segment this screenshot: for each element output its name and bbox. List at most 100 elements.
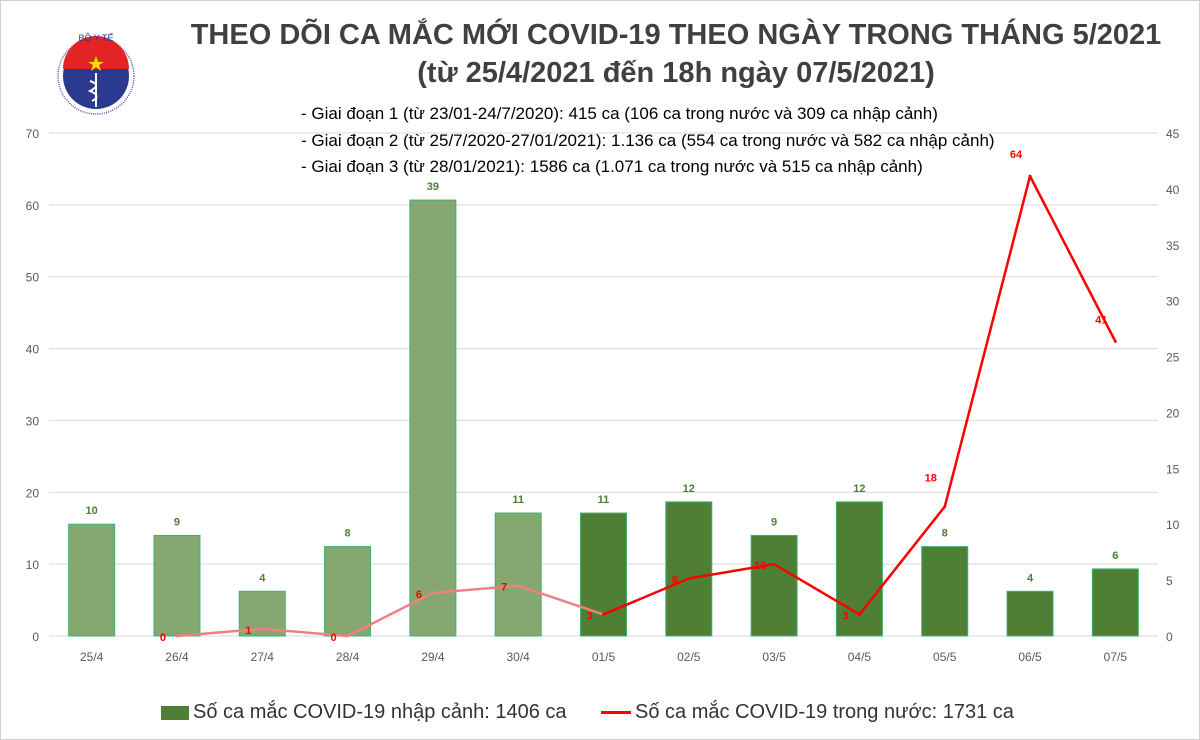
- line-point: [1028, 174, 1032, 178]
- line-data-label: 7: [501, 582, 507, 594]
- legend-bar-label: Số ca mắc COVID-19 nhập cảnh: 1406 ca: [193, 701, 567, 723]
- line-segment: [603, 577, 690, 616]
- right-axis-tick: 0: [1166, 630, 1173, 644]
- line-data-label: 41: [1095, 314, 1107, 326]
- bar-data-label: 4: [1027, 572, 1034, 584]
- line-data-label: 1: [245, 625, 251, 637]
- right-axis-tick: 45: [1166, 127, 1180, 141]
- line-segment: [688, 562, 775, 580]
- left-axis-tick: 70: [26, 127, 40, 141]
- x-axis-tick: 30/4: [507, 650, 531, 664]
- line-data-label: 64: [1010, 149, 1023, 161]
- x-axis-tick: 07/5: [1104, 650, 1128, 664]
- note-phase-3: - Giai đoạn 3 (từ 28/01/2021): 1586 ca (…: [301, 157, 923, 176]
- left-axis-tick: 30: [26, 414, 40, 428]
- bar: [324, 546, 372, 637]
- bar-data-label: 8: [345, 528, 351, 540]
- legend-line: Số ca mắc COVID-19 trong nước: 1731 ca: [601, 701, 1014, 724]
- bar-data-label: 8: [942, 528, 948, 540]
- right-axis-tick: 15: [1166, 462, 1180, 476]
- line-point: [1113, 339, 1117, 343]
- line-data-label: 3: [842, 610, 848, 622]
- line-point: [516, 584, 520, 588]
- bar-data-label: 12: [853, 483, 865, 495]
- note-phase-2: - Giai đoạn 2 (từ 25/7/2020-27/01/2021):…: [301, 131, 995, 150]
- bar-data-label: 12: [683, 483, 695, 495]
- line-point: [943, 505, 947, 509]
- right-axis-tick: 30: [1166, 295, 1180, 309]
- bar-data-label: 39: [427, 181, 439, 193]
- left-axis-tick: 40: [26, 343, 40, 357]
- line-data-label: 8: [672, 575, 678, 587]
- right-axis-tick: 35: [1166, 239, 1180, 253]
- line-segment: [432, 584, 519, 595]
- legend-bar: Số ca mắc COVID-19 nhập cảnh: 1406 ca: [161, 701, 567, 724]
- bar-data-label: 9: [771, 516, 777, 528]
- line-segment: [858, 505, 946, 616]
- line-data-label: 18: [925, 473, 937, 485]
- bar-data-label: 9: [174, 516, 180, 528]
- x-axis-tick: 25/4: [80, 650, 104, 664]
- left-axis-tick: 50: [26, 271, 40, 285]
- bar: [750, 534, 798, 637]
- right-axis-tick: 10: [1166, 518, 1180, 532]
- line-segment: [176, 627, 263, 638]
- left-axis-tick: 20: [26, 486, 40, 500]
- line-segment: [943, 175, 1032, 507]
- x-axis-tick: 01/5: [592, 650, 616, 664]
- line-point: [602, 612, 605, 616]
- line-segment: [347, 591, 434, 638]
- bar-data-label: 6: [1112, 550, 1118, 562]
- bar-data-label: 10: [86, 505, 98, 517]
- x-axis-tick: 27/4: [251, 650, 275, 664]
- x-axis-tick: 04/5: [848, 650, 872, 664]
- line-segment: [262, 627, 348, 638]
- line-point: [346, 634, 350, 638]
- legend-line-label: Số ca mắc COVID-19 trong nước: 1731 ca: [635, 701, 1014, 723]
- bar-data-label: 11: [512, 494, 524, 506]
- bar: [1006, 590, 1054, 637]
- legend-bar-swatch: [161, 705, 189, 720]
- line-point: [687, 577, 691, 581]
- line-point: [857, 612, 861, 616]
- bar-data-label: 11: [598, 494, 610, 506]
- bar: [68, 523, 116, 637]
- right-axis-tick: 25: [1166, 351, 1180, 365]
- line-point: [772, 562, 776, 566]
- line-segment: [517, 584, 604, 616]
- bar-data-label: 4: [259, 572, 266, 584]
- left-axis-tick: 60: [26, 199, 40, 213]
- line-data-label: 0: [160, 632, 166, 644]
- bar: [494, 512, 542, 637]
- right-axis-tick: 20: [1166, 406, 1180, 420]
- right-axis-tick: 5: [1166, 574, 1173, 588]
- bar: [409, 199, 457, 637]
- line-segment: [1028, 175, 1117, 342]
- bar: [665, 501, 713, 637]
- line-data-label: 6: [416, 589, 422, 601]
- chart-subtitle: (từ 25/4/2021 đến 18h ngày 07/5/2021): [417, 57, 935, 89]
- ministry-of-health-logo: BỘ Y TẾ: [46, 21, 146, 126]
- x-axis-tick: 29/4: [421, 650, 445, 664]
- bar: [921, 546, 969, 637]
- x-axis-tick: 05/5: [933, 650, 957, 664]
- right-axis-tick: 40: [1166, 183, 1180, 197]
- line-point: [175, 634, 179, 638]
- x-axis-tick: 28/4: [336, 650, 360, 664]
- line-data-label: 10: [754, 560, 766, 572]
- x-axis-tick: 06/5: [1018, 650, 1042, 664]
- line-point: [260, 627, 264, 631]
- left-axis-tick: 0: [32, 630, 39, 644]
- line-data-label: 3: [586, 610, 592, 622]
- line-point: [431, 591, 435, 595]
- legend-line-swatch: [601, 711, 631, 714]
- x-axis-tick: 02/5: [677, 650, 701, 664]
- chart-title: THEO DÕI CA MẮC MỚI COVID-19 THEO NGÀY T…: [190, 19, 1162, 51]
- left-axis-tick: 10: [26, 558, 40, 572]
- x-axis-tick: 03/5: [762, 650, 786, 664]
- line-segment: [773, 563, 861, 616]
- bar: [1091, 568, 1139, 637]
- bar: [153, 534, 201, 637]
